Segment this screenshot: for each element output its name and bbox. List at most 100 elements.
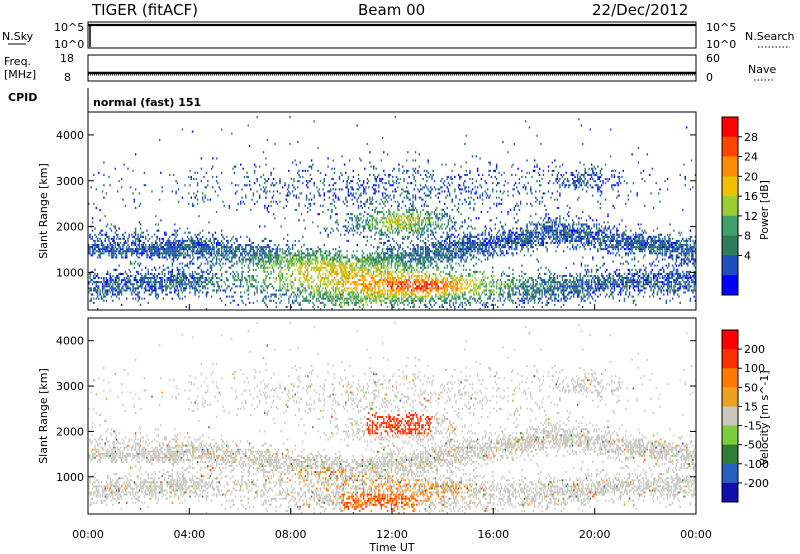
power-cell xyxy=(196,184,199,187)
power-cell xyxy=(404,264,407,267)
power-cell xyxy=(399,219,401,222)
power-cell xyxy=(139,283,142,286)
power-cell xyxy=(389,279,391,282)
power-cell xyxy=(170,279,172,282)
power-cell xyxy=(99,250,101,253)
power-cell xyxy=(426,283,428,286)
power-cell xyxy=(419,283,422,286)
power-cell xyxy=(110,252,113,255)
power-cell xyxy=(257,262,260,265)
power-cell xyxy=(285,250,287,253)
power-cell xyxy=(374,274,376,277)
power-cell xyxy=(375,274,377,277)
power-cell xyxy=(167,248,170,251)
power-cell xyxy=(367,283,370,286)
power-cell xyxy=(394,221,396,224)
power-cell xyxy=(161,241,163,244)
power-cell xyxy=(416,299,418,302)
power-cell xyxy=(165,231,167,234)
power-cell xyxy=(346,213,348,216)
power-cell xyxy=(371,299,374,302)
power-cell xyxy=(118,272,120,275)
power-cell xyxy=(110,285,113,288)
power-cell xyxy=(215,291,218,294)
power-cell xyxy=(414,227,417,230)
power-cell xyxy=(289,116,291,119)
power-cell xyxy=(141,285,143,288)
power-cell xyxy=(435,283,437,286)
power-cell xyxy=(229,246,232,249)
power-cell xyxy=(338,188,341,191)
power-cell xyxy=(300,250,303,253)
power-cell xyxy=(343,281,346,284)
power-cell xyxy=(398,299,400,302)
power-cell xyxy=(141,268,143,271)
power-cell xyxy=(433,227,436,230)
power-cell xyxy=(286,254,289,257)
power-cell xyxy=(107,246,109,249)
power-cell xyxy=(376,227,379,230)
power-cell xyxy=(286,283,289,286)
power-cell xyxy=(366,303,369,306)
power-cell xyxy=(158,266,161,269)
power-cell xyxy=(307,206,309,209)
power-cell xyxy=(381,291,384,294)
power-cell xyxy=(194,239,196,242)
power-cell xyxy=(189,231,191,234)
power-cell xyxy=(207,180,209,183)
power-cell xyxy=(226,235,228,238)
power-cell xyxy=(388,262,390,265)
power-cell xyxy=(257,248,260,251)
power-cell xyxy=(356,215,358,218)
power-cell xyxy=(414,219,417,222)
power-cell xyxy=(193,274,195,277)
power-cell xyxy=(307,281,309,284)
power-cell xyxy=(430,281,432,284)
power-cell xyxy=(409,262,412,265)
power-cell xyxy=(366,256,369,259)
power-cell xyxy=(112,248,114,251)
power-cell xyxy=(328,270,331,273)
power-cell xyxy=(366,213,369,216)
power-cell xyxy=(279,270,281,273)
power-cell xyxy=(414,194,417,197)
power-cell xyxy=(141,277,143,280)
power-cell xyxy=(143,248,146,251)
power-cell xyxy=(403,250,405,253)
power-cell xyxy=(431,305,433,308)
power-cell xyxy=(404,204,407,207)
power-cell xyxy=(170,291,172,294)
power-cell xyxy=(408,192,410,195)
power-cell xyxy=(231,132,233,135)
power-cell xyxy=(242,256,244,259)
power-cell xyxy=(430,186,432,189)
power-cell xyxy=(101,291,104,294)
power-cell xyxy=(323,258,325,261)
power-cell xyxy=(147,285,149,288)
power-cell xyxy=(360,268,362,271)
power-cell xyxy=(188,246,190,249)
power-cell xyxy=(167,250,170,253)
power-cell xyxy=(209,198,211,201)
power-cell xyxy=(275,256,277,259)
power-cell xyxy=(357,204,360,207)
power-cell xyxy=(131,233,133,236)
power-cell xyxy=(413,287,415,290)
power-cell xyxy=(265,157,267,160)
power-cell xyxy=(393,289,395,292)
power-cell xyxy=(166,246,168,249)
power-cell xyxy=(186,227,189,230)
power-cell xyxy=(215,277,218,280)
power-cell xyxy=(404,266,407,269)
power-cell xyxy=(237,303,239,306)
power-cell xyxy=(427,194,429,197)
power-cell xyxy=(356,188,358,191)
power-cell xyxy=(380,301,382,304)
power-cell xyxy=(398,254,400,257)
power-cell xyxy=(411,277,413,280)
power-cell xyxy=(107,270,109,273)
power-cell xyxy=(355,258,357,261)
power-cell xyxy=(412,305,414,308)
power-cell xyxy=(99,252,101,255)
power-cell xyxy=(380,277,382,280)
